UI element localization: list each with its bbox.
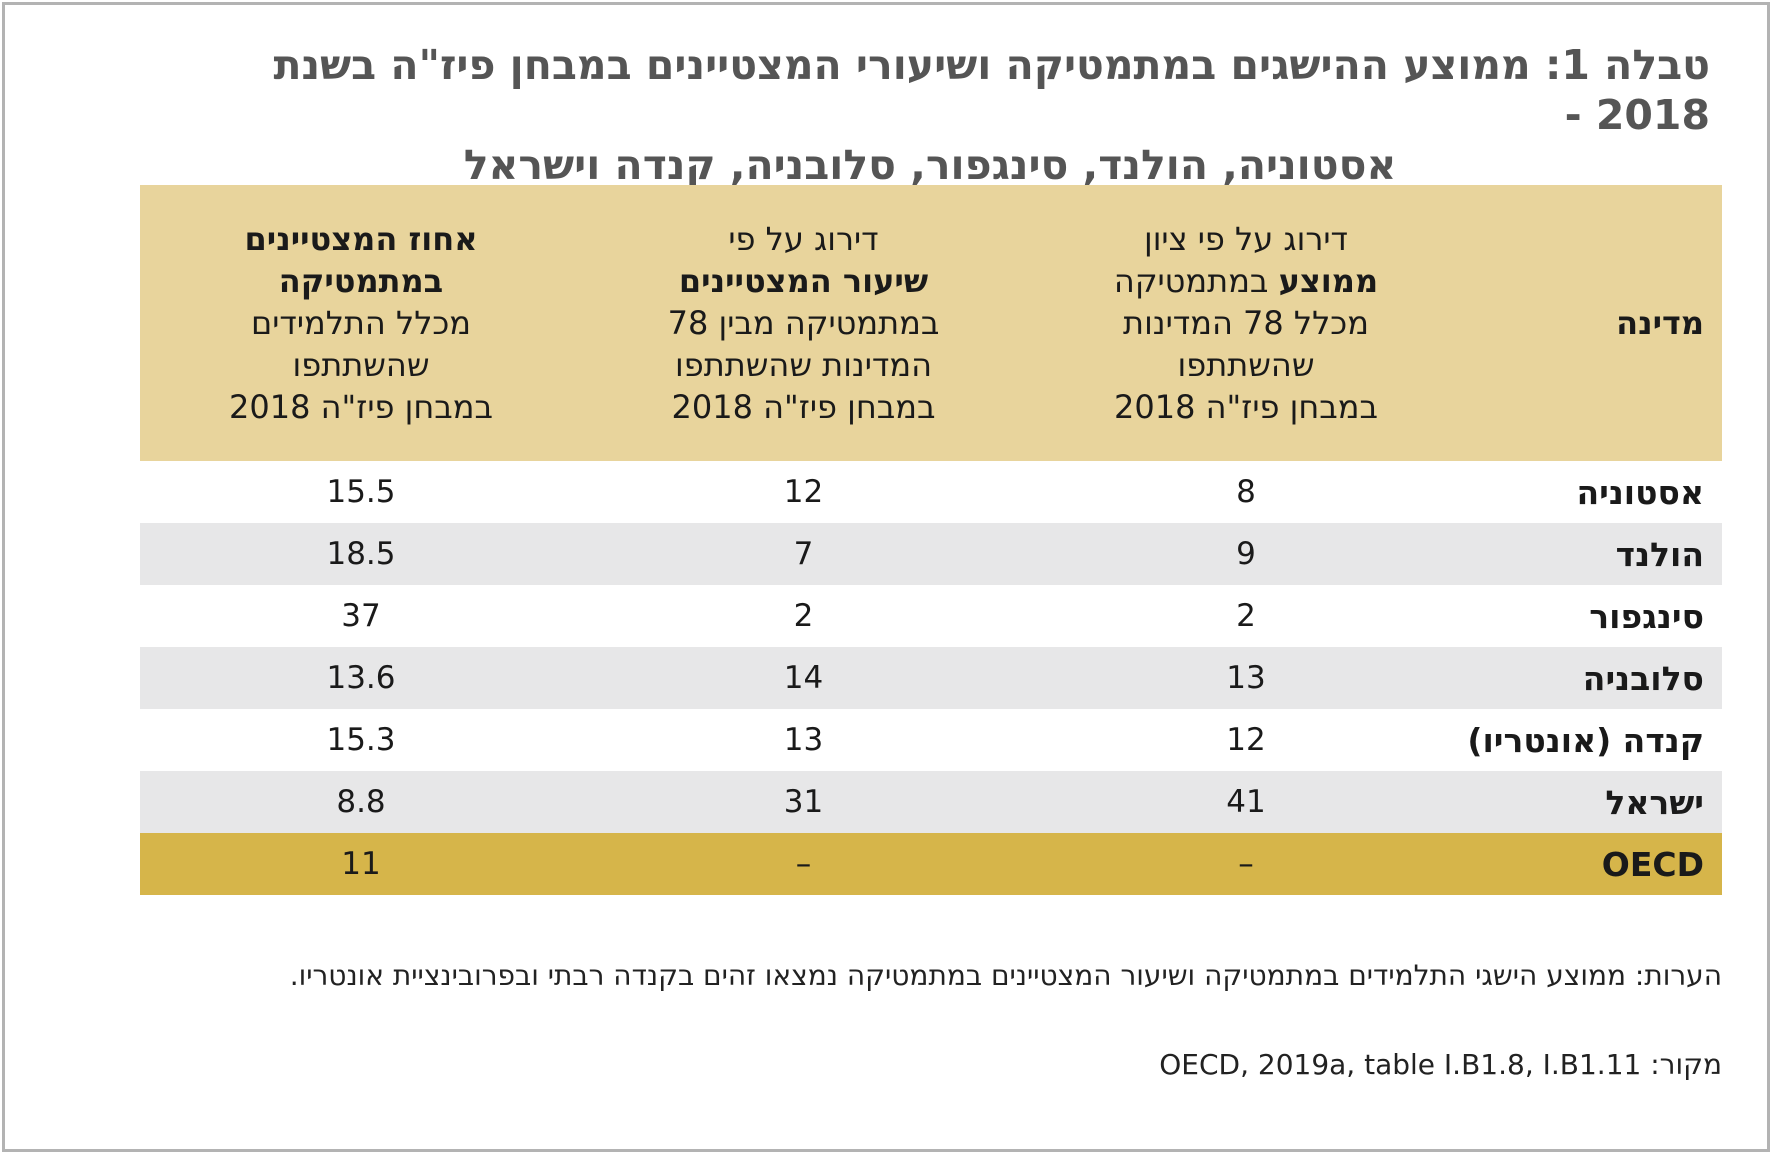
row-excellence-rank: 2 [793,598,814,634]
header-average-rank-bold: ממוצע [1278,262,1379,300]
row-country: סינגפור [1589,596,1704,636]
header-excellence-rank-bold: שיעור המצטיינים [678,262,929,300]
row-average-rank: – [1238,846,1254,882]
header-average-rank-line5: במבחן פיז"ה 2018 [1114,388,1378,426]
header-average-rank-line2: ממוצע במתמטיקה [1025,260,1467,302]
table-row: הולנד 9 7 18.5 [140,523,1722,585]
header-excellence-percent-line2: במתמטיקה [140,260,582,302]
header-excellence-rank: דירוג על פי שיעור המצטיינים במתמטיקה מבי… [582,218,1025,428]
row-excellence-rank: 31 [783,784,824,820]
table-row: קנדה (אונטריו) 12 13 15.3 [140,709,1722,771]
row-country: אסטוניה [1576,472,1704,512]
row-average-rank: 12 [1226,722,1266,758]
row-average-rank: 8 [1236,474,1256,510]
header-average-rank: דירוג על פי ציון ממוצע במתמטיקה מכלל 78 … [1025,218,1467,428]
row-excellence-percent: 15.3 [326,722,396,758]
row-excellence-percent: 18.5 [326,536,396,572]
data-table: מדינה דירוג על פי ציון ממוצע במתמטיקה מכ… [140,185,1722,895]
row-excellence-percent: 13.6 [326,660,396,696]
header-average-rank-line4: שהשתתפו [1177,346,1315,384]
row-country: ישראל [1605,782,1704,822]
row-average-rank: 13 [1226,660,1266,696]
table-notes: הערות: ממוצע הישגי התלמידים במתמטיקה ושי… [289,959,1722,992]
row-excellence-percent: 37 [341,598,381,634]
header-excellence-percent-line3: מכלל התלמידים [250,304,472,342]
header-excellence-rank-line4: המדינות שהשתתפו [674,346,932,384]
table-row-oecd: OECD – – 11 [140,833,1722,895]
title-line-1: טבלה 1: ממוצע ההישגים במתמטיקה ושיעורי ה… [273,41,1710,139]
header-excellence-rank-line3: במתמטיקה מבין 78 [667,304,940,342]
header-excellence-percent-line5: במבחן פיז"ה 2018 [229,388,493,426]
row-average-rank: 2 [1236,598,1256,634]
table-source: מקור: OECD, 2019a, table I.B1.8, I.B1.11 [150,1048,1722,1081]
table-row: סינגפור 2 2 37 [140,585,1722,647]
header-average-rank-line1: דירוג על פי ציון [1143,220,1349,258]
header-excellence-rank-line1: דירוג על פי [728,220,879,258]
title-line-2: אסטוניה, הולנד, סינגפור, סלובניה, קנדה ו… [463,141,1397,189]
header-excellence-percent-bold2: במתמטיקה [278,262,444,300]
row-country: סלובניה [1582,658,1704,698]
header-average-rank-rest: במתמטיקה [1113,262,1279,300]
table-title: טבלה 1: ממוצע ההישגים במתמטיקה ושיעורי ה… [150,40,1710,190]
table-row: אסטוניה 8 12 15.5 [140,461,1722,523]
header-excellence-percent-line1: אחוז המצטיינים [140,218,582,260]
header-average-rank-line3: מכלל 78 המדינות [1123,304,1369,342]
row-excellence-rank: 12 [783,474,824,510]
row-country: הולנד [1615,534,1704,574]
row-excellence-percent: 15.5 [326,474,396,510]
table-header-row: מדינה דירוג על פי ציון ממוצע במתמטיקה מכ… [140,185,1722,461]
row-excellence-rank: – [795,846,812,882]
header-excellence-percent: אחוז המצטיינים במתמטיקה מכלל התלמידים שה… [140,218,582,428]
header-excellence-percent-bold1: אחוז המצטיינים [244,220,478,258]
row-excellence-rank: 7 [793,536,814,572]
row-country: קנדה (אונטריו) [1467,720,1704,760]
row-average-rank: 41 [1226,784,1266,820]
header-excellence-rank-line5: במבחן פיז"ה 2018 [671,388,936,426]
table-row: ישראל 41 31 8.8 [140,771,1722,833]
row-excellence-rank: 13 [783,722,824,758]
row-average-rank: 9 [1236,536,1256,572]
table-row: סלובניה 13 14 13.6 [140,647,1722,709]
header-excellence-percent-line4: שהשתתפו [292,346,430,384]
row-excellence-rank: 14 [783,660,824,696]
source-reference: OECD, 2019a, table I.B1.8, I.B1.11 [1159,1048,1642,1081]
header-country: מדינה [1616,304,1704,342]
source-label: מקור: [1641,1048,1722,1081]
row-excellence-percent: 8.8 [336,784,386,820]
row-excellence-percent: 11 [341,846,381,882]
header-excellence-rank-line2: שיעור המצטיינים [582,260,1025,302]
row-country: OECD [1601,844,1704,884]
